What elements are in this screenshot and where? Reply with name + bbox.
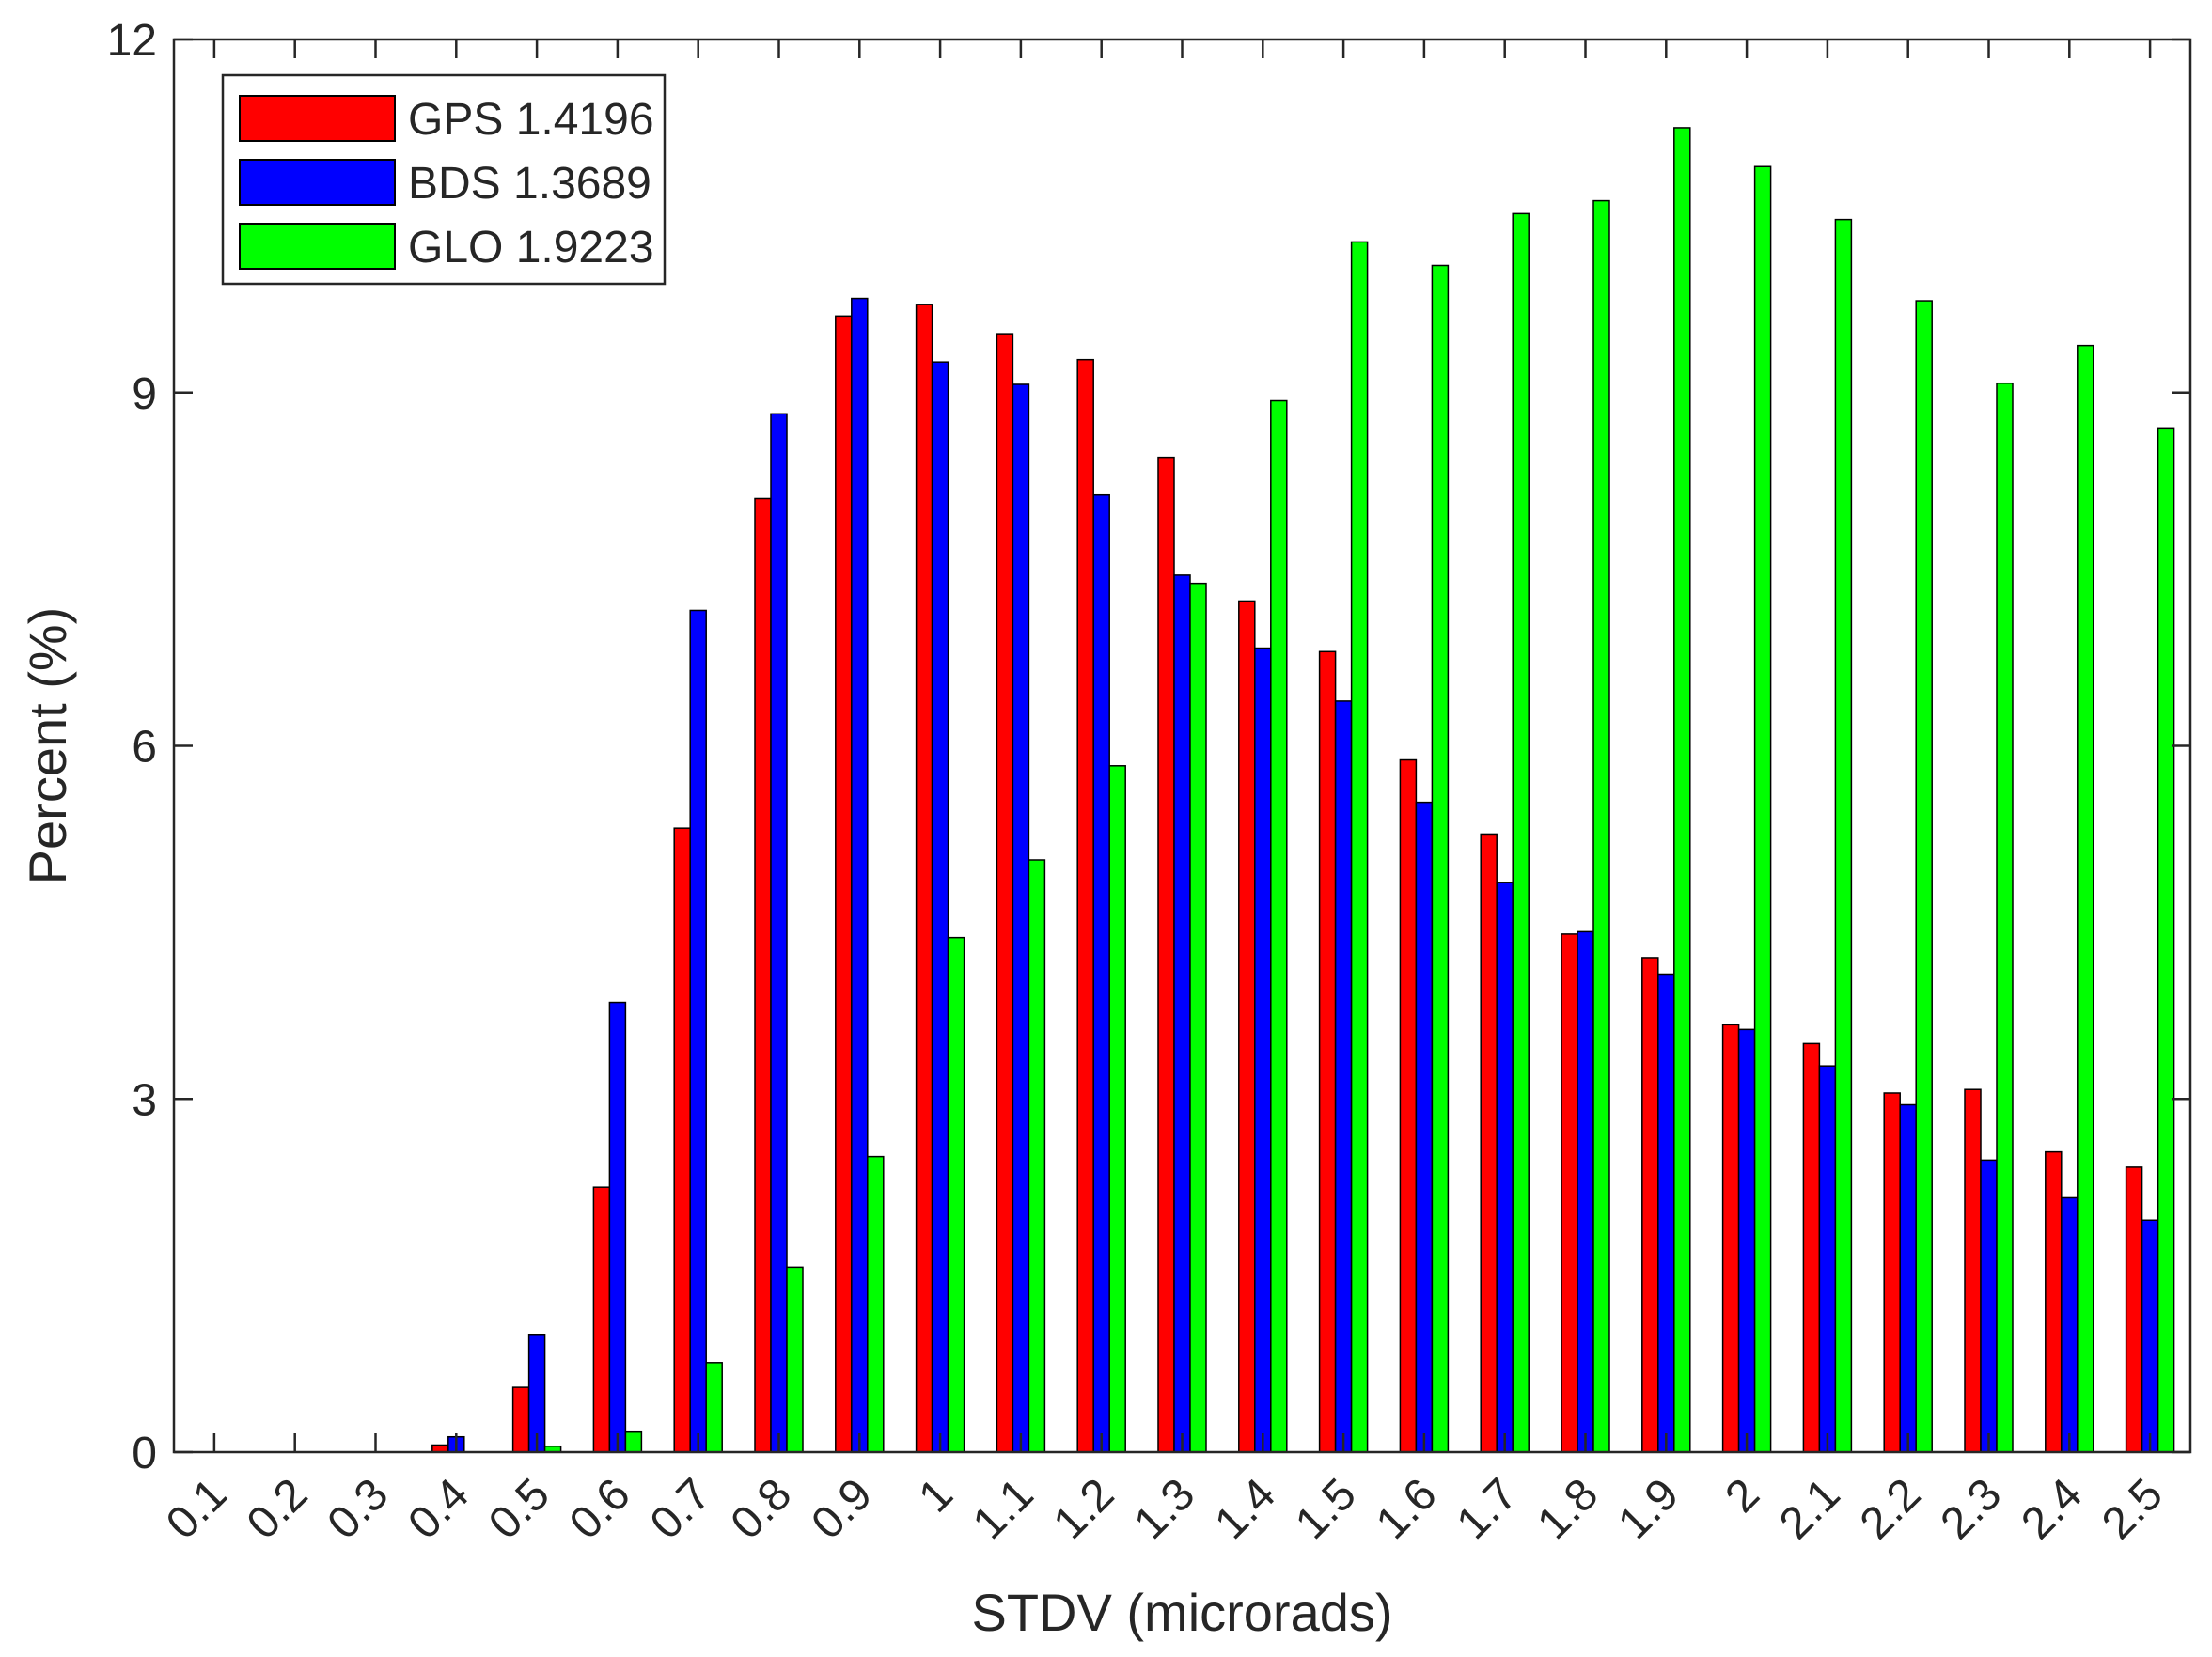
bar-gps-1.7 [1480,833,1498,1453]
bar-glo-1.8 [1592,199,1610,1453]
bar-bds-1.8 [1577,930,1594,1453]
bar-gps-1.5 [1318,650,1337,1453]
bar-bds-1.9 [1657,973,1675,1453]
bar-glo-0.9 [867,1155,885,1453]
bar-bds-1.6 [1415,801,1434,1453]
legend-swatch-glo [239,223,396,270]
bar-gps-1.6 [1399,758,1418,1453]
bar-bds-0.8 [770,413,788,1453]
bar-bds-2.1 [1818,1065,1837,1453]
bar-glo-0.8 [786,1266,804,1453]
bar-bds-2.3 [1980,1159,1998,1453]
bar-glo-0.6 [624,1430,643,1453]
legend-label-glo: GLO 1.9223 [408,223,654,273]
bar-gps-1.8 [1561,933,1578,1453]
bar-bds-1.7 [1496,882,1514,1453]
legend: GPS 1.4196 BDS 1.3689 GLO 1.9223 [221,73,667,286]
legend-swatch-bds [239,159,396,206]
bar-bds-1 [931,361,949,1453]
bar-gps-2.5 [2125,1166,2143,1453]
bar-gps-0.9 [835,315,853,1453]
bar-glo-1.1 [1028,859,1046,1453]
bars-layer [431,127,2175,1453]
legend-label-gps: GPS 1.4196 [408,95,654,145]
y-tick-label: 9 [132,369,157,419]
bar-glo-1.5 [1350,241,1369,1453]
bar-glo-1.4 [1270,399,1288,1453]
bar-gps-1.1 [996,333,1014,1453]
bar-gps-2 [1721,1024,1740,1453]
legend-swatch-gps [239,95,396,142]
bar-bds-0.7 [689,609,707,1453]
bar-gps-0.6 [592,1186,611,1453]
bar-bds-0.9 [851,297,869,1453]
bar-glo-1.7 [1512,212,1530,1453]
bar-bds-1.4 [1254,647,1272,1453]
bar-glo-2.1 [1834,218,1853,1453]
bar-gps-1.2 [1076,358,1094,1453]
bar-glo-1 [947,936,965,1453]
bar-glo-1.2 [1108,765,1126,1453]
bar-gps-0.7 [673,827,691,1453]
bar-glo-1.3 [1189,582,1207,1453]
bar-glo-1.6 [1431,264,1450,1453]
bar-gps-2.3 [1964,1088,1982,1453]
bar-bds-1.1 [1012,383,1030,1453]
bar-glo-2.4 [2077,344,2094,1453]
y-tick-label: 6 [132,723,157,773]
bar-gps-1.9 [1641,957,1659,1453]
bar-glo-2 [1753,165,1772,1453]
bar-bds-2.4 [2061,1196,2079,1453]
bar-bds-2.2 [1899,1103,1917,1453]
bar-bds-0.6 [608,1001,627,1453]
bar-glo-2.2 [1915,300,1933,1453]
bar-bds-2 [1737,1028,1756,1453]
bar-gps-0.8 [754,497,772,1453]
y-tick-label: 3 [132,1075,157,1125]
bar-glo-2.5 [2157,427,2175,1453]
bar-bds-2.5 [2141,1219,2159,1453]
bar-gps-2.1 [1802,1042,1821,1453]
y-axis-label: Percent (%) [18,607,77,885]
bar-bds-1.2 [1092,493,1110,1453]
bar-glo-1.9 [1673,127,1691,1453]
bar-glo-0.7 [705,1362,723,1453]
x-axis-label: STDV (microrads) [971,1583,1392,1642]
bar-gps-2.2 [1883,1092,1901,1453]
bar-glo-2.3 [1996,382,2014,1453]
y-tick-label: 0 [132,1429,157,1478]
y-tick-label: 12 [107,16,157,66]
bar-gps-1.4 [1238,600,1256,1453]
bar-bds-1.5 [1334,700,1353,1453]
bar-gps-0.5 [511,1386,530,1453]
bar-bds-1.3 [1173,574,1191,1453]
bar-gps-1 [915,304,933,1453]
legend-label-bds: BDS 1.3689 [408,159,651,209]
bar-gps-2.4 [2045,1150,2063,1453]
bar-gps-1.3 [1157,456,1175,1453]
